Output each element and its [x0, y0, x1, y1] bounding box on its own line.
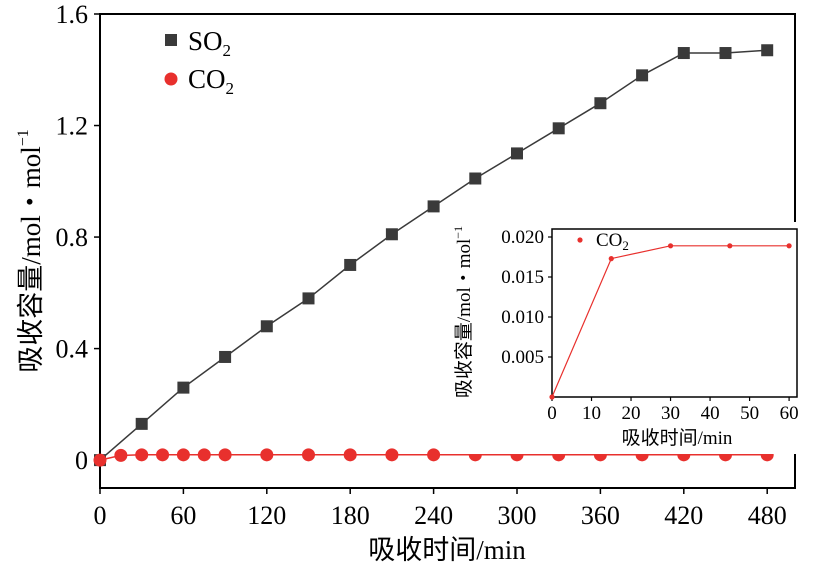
main-point-co2: [114, 448, 128, 462]
inset-point-co2: [667, 243, 674, 249]
main-x-tick-label: 240: [414, 501, 453, 530]
main-series: [93, 44, 774, 467]
inset-legend: CO2: [577, 230, 629, 253]
inset-y-tick-label: 0.020: [501, 227, 544, 248]
inset-y-tick-label: 0.010: [501, 307, 544, 328]
inset-point-co2: [549, 394, 555, 400]
inset-x-tick-label: 30: [661, 403, 680, 424]
main-point-so2: [761, 44, 774, 57]
inset-x-tick-label: 20: [622, 403, 641, 424]
inset-x-tick-label: 50: [740, 403, 759, 424]
main-point-so2: [552, 122, 565, 135]
legend-so2-marker: [165, 34, 177, 46]
main-x-tick-label: 360: [581, 501, 620, 530]
legend-co2-name: CO: [188, 64, 226, 94]
inset-y-axis-title-group: 吸收容量/mol・mol−1: [451, 226, 475, 398]
main-x-tick-label: 120: [247, 501, 286, 530]
inset-legend-co2-label: CO2: [596, 230, 629, 253]
inset-y-axis-title-text: 吸收容量/mol・mol: [453, 239, 475, 398]
main-point-co2: [427, 448, 441, 462]
inset-plot-frame: [551, 228, 798, 398]
main-x-tick-label: 180: [331, 501, 370, 530]
main-y-axis-title-text: 吸收容量/mol・mol: [16, 146, 46, 373]
inset-y-tick-label: 0.015: [501, 267, 544, 288]
main-y-tick-label: 0.4: [56, 335, 89, 364]
inset-point-co2: [608, 256, 614, 262]
main-y-tick-label: 1.2: [56, 112, 89, 141]
main-point-so2: [594, 97, 607, 110]
legend-co2-sub: 2: [226, 79, 235, 98]
main-point-so2: [260, 320, 273, 333]
main-y-axis-title: 吸收容量/mol・mol−1: [15, 129, 46, 373]
inset-point-co2: [786, 243, 792, 249]
inset-y-axis-title: 吸收容量/mol・mol−1: [451, 226, 475, 398]
main-y-axis-title-group: 吸收容量/mol・mol−1: [15, 129, 46, 373]
inset-legend-co2-marker: [577, 237, 583, 243]
main-point-so2: [677, 47, 690, 60]
main-point-co2: [135, 448, 149, 462]
main-y-tick-label: 0: [75, 446, 88, 475]
inset-x-tick-label: 10: [582, 403, 601, 424]
legend-so2-sub: 2: [223, 41, 232, 60]
inset-x-tick-label: 40: [701, 403, 720, 424]
main-point-co2: [218, 448, 232, 462]
main-point-so2: [719, 47, 732, 60]
legend-co2-marker: [164, 72, 178, 86]
main-x-tick-label: 420: [664, 501, 703, 530]
inset-legend-co2-sub: 2: [622, 238, 629, 253]
main-point-so2: [302, 292, 315, 305]
main-point-so2: [385, 228, 398, 241]
main-x-tick-label: 480: [748, 501, 787, 530]
main-point-co2: [176, 448, 190, 462]
inset-y-tick-label: 0.005: [501, 347, 544, 368]
main-point-so2: [636, 69, 649, 82]
main-point-co2: [197, 448, 211, 462]
main-point-co2: [93, 453, 107, 467]
main-point-so2: [511, 147, 523, 160]
main-point-so2: [344, 258, 357, 271]
inset-ticks: 0 10 20 30 40 50 60 0.005 0.010 0.015 0.020: [501, 227, 798, 424]
main-point-co2: [343, 448, 357, 462]
main-point-so2: [427, 200, 440, 213]
main-point-co2: [156, 448, 170, 462]
main-point-so2: [177, 381, 190, 394]
main-legend: SO2 CO2: [164, 26, 234, 98]
main-point-co2: [260, 448, 274, 462]
main-point-so2: [135, 417, 148, 430]
inset-x-tick-label: 60: [780, 403, 799, 424]
inset-legend-co2-name: CO: [596, 230, 622, 251]
main-y-tick-label: 0.8: [56, 223, 89, 252]
main-x-tick-label: 0: [94, 501, 107, 530]
main-point-so2: [219, 350, 232, 363]
inset-x-axis-title: 吸收时间/min: [622, 427, 733, 449]
legend-so2-label: SO2: [188, 26, 231, 60]
inset-x-tick-label: 0: [547, 403, 557, 424]
main-x-tick-label: 60: [170, 501, 196, 530]
inset-series: [549, 243, 792, 400]
legend-so2-name: SO: [188, 26, 223, 56]
main-x-axis-title: 吸收时间/min: [368, 535, 526, 565]
main-point-co2: [385, 448, 399, 462]
main-point-so2: [469, 172, 482, 185]
main-y-axis-title-sup: −1: [15, 129, 32, 146]
main-y-tick-label: 1.6: [56, 0, 89, 29]
inset-y-axis-title-sup: −1: [451, 226, 465, 239]
main-x-tick-label: 300: [498, 501, 537, 530]
main-point-co2: [302, 448, 315, 462]
inset-point-co2: [727, 243, 733, 249]
inset-background: [450, 222, 802, 454]
legend-co2-label: CO2: [188, 64, 234, 98]
